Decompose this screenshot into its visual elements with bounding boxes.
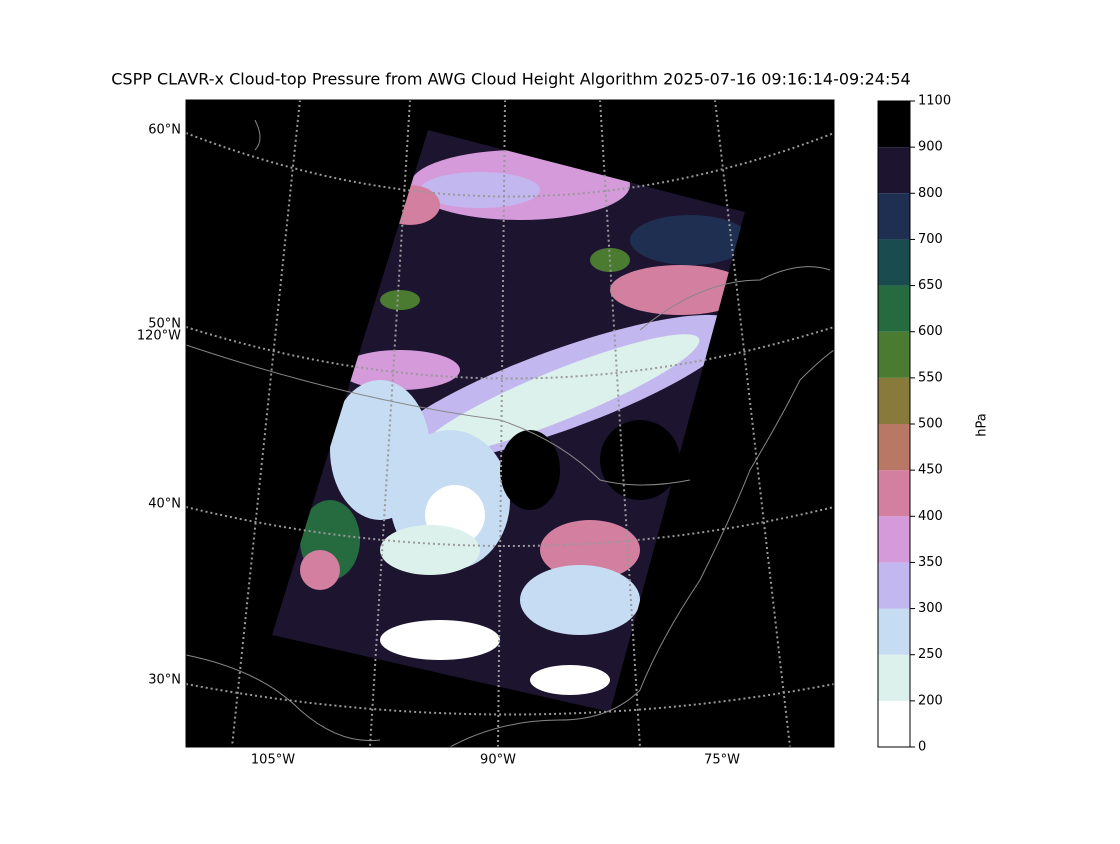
colorbar-label: hPa (975, 413, 990, 436)
lon-label: 90°W (480, 753, 516, 768)
colorbar-segment (878, 424, 910, 471)
lat-label: 50°N (148, 317, 181, 332)
colorbar-tick-label: 0 (918, 740, 926, 755)
colorbar-tick-label: 1100 (918, 94, 951, 109)
map-labels: 60°N 50°N 40°N 30°N 120°W 105°W 90°W 75°W (137, 123, 740, 768)
colorbar-segment (878, 562, 910, 609)
colorbar-segment (878, 700, 910, 747)
colorbar-tick-label: 400 (918, 509, 943, 524)
colorbar-tick-label: 350 (918, 555, 943, 570)
colorbar-segment (878, 516, 910, 563)
colorbar: 0 200 250 300 350 400 450 500 550 600 650 700 800 900… (877, 94, 951, 755)
colorbar-tick-label: 800 (918, 186, 943, 201)
colorbar-segment (878, 608, 910, 655)
title: CSPP CLAVR-x Cloud-top Pressure from AWG… (111, 70, 910, 89)
colorbar-tick-label: 200 (918, 693, 943, 708)
lon-label: 105°W (251, 753, 295, 768)
colorbar-segment (878, 377, 910, 424)
colorbar-segment (878, 101, 910, 148)
map-frame (185, 99, 835, 748)
colorbar-segment (878, 470, 910, 517)
lon-label: 75°W (704, 753, 740, 768)
colorbar-tick-label: 450 (918, 463, 943, 478)
colorbar-segment (878, 654, 910, 701)
colorbar-tick-label: 550 (918, 370, 943, 385)
colorbar-tick-label: 650 (918, 278, 943, 293)
colorbar-tick-label: 700 (918, 232, 943, 247)
lat-label: 60°N (148, 123, 181, 138)
colorbar-segment (878, 239, 910, 286)
colorbar-segment (878, 285, 910, 332)
lat-label: 30°N (148, 673, 181, 688)
colorbar-tick-label: 250 (918, 647, 943, 662)
lon-label: 120°W (137, 329, 181, 344)
map (185, 99, 835, 748)
colorbar-segment (878, 147, 910, 194)
colorbar-tick-label: 500 (918, 417, 943, 432)
colorbar-segment (878, 193, 910, 240)
colorbar-tick-label: 600 (918, 324, 943, 339)
lat-label: 40°N (148, 497, 181, 512)
colorbar-segment (878, 331, 910, 378)
colorbar-tick-label: 300 (918, 601, 943, 616)
colorbar-tick-label: 900 (918, 140, 943, 155)
cloud-swath (272, 130, 745, 712)
